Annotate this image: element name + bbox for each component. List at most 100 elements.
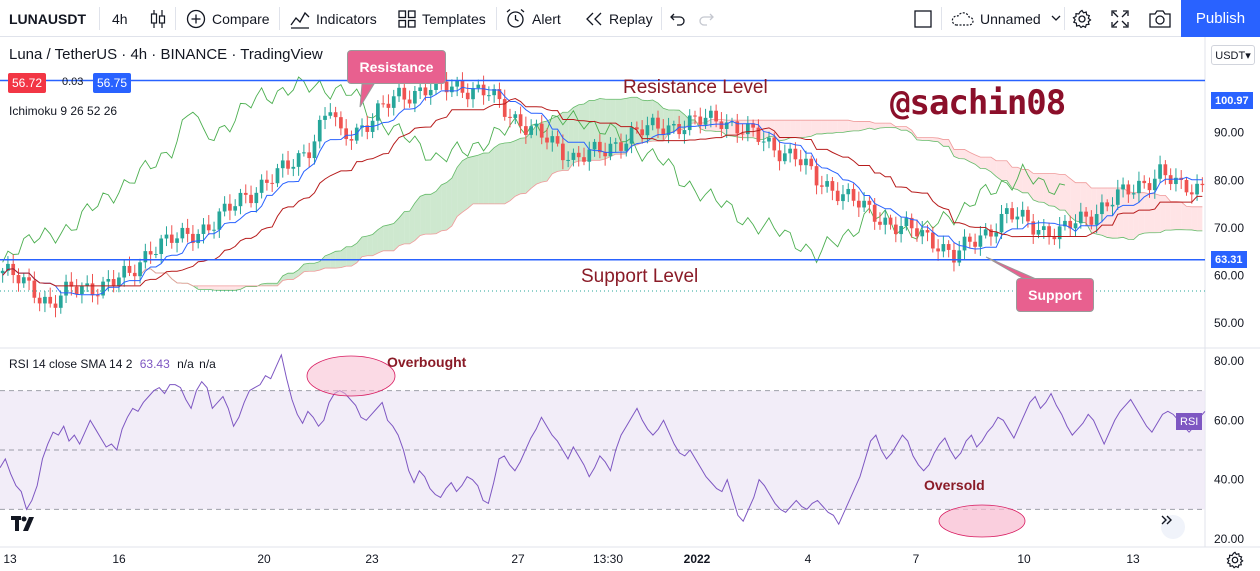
candle-body <box>856 200 861 208</box>
settings-button[interactable] <box>1072 0 1098 37</box>
sell-price-button[interactable]: 56.72 <box>8 73 47 93</box>
candle-body <box>777 150 782 162</box>
ichimoku-cloud-segment <box>235 285 241 291</box>
tradingview-logo[interactable] <box>10 513 36 535</box>
callout-tail <box>359 83 375 108</box>
ichimoku-cloud-segment <box>1181 201 1187 230</box>
ichimoku-cloud-segment <box>848 120 854 132</box>
candle-body <box>983 229 988 236</box>
fullscreen-button[interactable] <box>1111 0 1135 37</box>
ichimoku-cloud-segment <box>451 167 458 226</box>
rsi-legend[interactable]: RSI 14 close SMA 14 2 63.43 n/a n/a <box>9 357 216 371</box>
compare-button[interactable]: Compare <box>186 0 270 37</box>
ichimoku-cloud-segment <box>1160 195 1166 233</box>
ichimoku-cloud-segment <box>800 120 806 138</box>
candle-body <box>635 127 639 130</box>
replay-button[interactable]: Replay <box>585 0 653 37</box>
ichimoku-cloud-segment <box>1186 206 1192 230</box>
ichimoku-legend[interactable]: Ichimoku 9 26 52 26 <box>9 104 118 118</box>
chart-type-button[interactable] <box>149 0 173 37</box>
publish-button[interactable]: Publish <box>1181 0 1260 37</box>
undo-button[interactable] <box>670 0 692 37</box>
candle-body <box>624 143 629 151</box>
ichimoku-cloud-segment <box>763 120 769 140</box>
toolbar-divider <box>496 7 497 30</box>
candle-body <box>545 137 549 143</box>
ichimoku-cloud-segment <box>837 120 843 133</box>
candle-body <box>687 115 692 131</box>
candle-body <box>1047 226 1051 238</box>
candle-body <box>751 123 755 128</box>
candle-body <box>724 122 729 129</box>
candle-body <box>524 126 528 135</box>
templates-button[interactable]: Templates <box>398 0 486 37</box>
candle-body <box>476 84 481 89</box>
candle-body <box>798 159 803 166</box>
overbought-highlight <box>306 355 396 397</box>
camera-icon <box>1149 9 1171 28</box>
layout-name-button[interactable]: Unnamed <box>950 0 1067 37</box>
candle-body <box>761 141 766 143</box>
rsi-legend-name: RSI 14 close SMA 14 2 <box>9 357 133 371</box>
candle-body <box>1195 183 1199 195</box>
ichimoku-cloud-segment <box>1012 167 1018 190</box>
ichimoku-cloud-segment <box>547 118 553 182</box>
indicators-button[interactable]: Indicators <box>290 0 377 37</box>
candle-body <box>85 283 90 286</box>
candle-body <box>159 238 164 255</box>
ichimoku-cloud-segment <box>288 273 294 280</box>
ichimoku-cloud-segment <box>1054 173 1060 211</box>
candle-body <box>196 233 201 244</box>
templates-label: Templates <box>422 10 486 27</box>
ichimoku-cloud-segment <box>1133 192 1139 240</box>
ichimoku-cloud-segment <box>367 234 373 256</box>
interval-button[interactable]: 4h <box>112 10 128 27</box>
candle-body <box>138 262 142 277</box>
axis-settings-button[interactable] <box>1226 551 1244 569</box>
resistance-callout[interactable]: Resistance <box>347 50 446 84</box>
candle-body <box>27 277 31 281</box>
ichimoku-cloud-segment <box>409 203 415 244</box>
candle-body <box>957 250 962 263</box>
candle-body <box>1020 209 1025 217</box>
ichimoku-cloud-segment <box>969 152 976 165</box>
candle-body <box>148 251 153 255</box>
time-axis-tick: 13:30 <box>593 552 623 566</box>
candle-body <box>576 152 581 158</box>
ichimoku-cloud-segment <box>372 229 378 256</box>
ichimoku-cloud-segment <box>779 120 785 141</box>
price-axis-tick: 60.00 <box>1214 269 1244 283</box>
chart-area[interactable]: 90.00 80.00 70.00 60.00 50.00 80.00 60.00 40.00… <box>0 37 1260 571</box>
candle-body <box>529 126 534 135</box>
candle-body <box>291 166 296 169</box>
candle-body <box>1152 178 1157 191</box>
buy-price-button[interactable]: 56.75 <box>93 73 132 93</box>
ichimoku-cloud-segment <box>1038 173 1044 203</box>
rsi-axis-tick: 40.00 <box>1214 473 1244 487</box>
candle-body <box>825 181 829 187</box>
candle-body <box>915 228 919 237</box>
toolbar-divider <box>941 7 942 30</box>
alert-button[interactable]: Alert <box>505 0 561 37</box>
support-callout[interactable]: Support <box>1016 278 1094 312</box>
ichimoku-cloud-segment <box>457 160 463 217</box>
candle-body <box>978 235 983 247</box>
ichimoku-cloud-segment <box>1059 174 1065 211</box>
snapshot-button[interactable] <box>1149 0 1177 37</box>
candle-body <box>286 160 290 169</box>
ichimoku-cloud-segment <box>1165 195 1171 231</box>
candle-body <box>1147 183 1152 191</box>
candle-body <box>989 229 993 237</box>
ichimoku-cloud-segment <box>298 264 304 277</box>
candle-body <box>69 281 74 287</box>
scroll-to-latest-button[interactable] <box>1161 515 1185 539</box>
redo-button[interactable] <box>698 0 720 37</box>
candle-body <box>397 87 401 97</box>
fullscreen-square-button[interactable] <box>914 0 938 37</box>
ichimoku-cloud-segment <box>959 149 965 159</box>
currency-selector[interactable]: USDT▾ <box>1211 45 1255 65</box>
symbol-search[interactable]: LUNAUSDT <box>9 10 86 27</box>
ichimoku-cloud-segment <box>399 211 405 246</box>
ichimoku-cloud-segment <box>1128 191 1134 240</box>
chart-canvas[interactable]: 90.00 80.00 70.00 60.00 50.00 80.00 60.00 40.00… <box>0 37 1260 571</box>
